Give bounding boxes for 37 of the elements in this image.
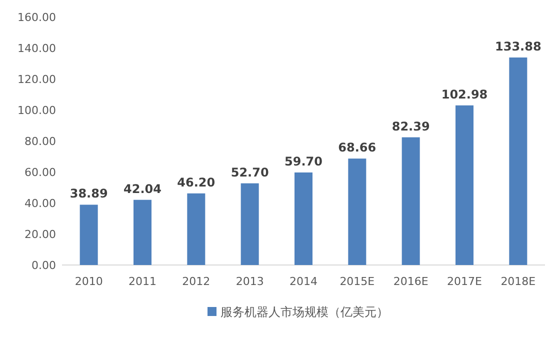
data-label: 38.89 [70, 186, 108, 201]
y-tick-label: 120.00 [18, 73, 56, 86]
data-label: 102.98 [441, 87, 488, 102]
data-label: 133.88 [495, 39, 542, 54]
x-tick-label: 2014 [290, 275, 318, 288]
y-tick-label: 80.00 [24, 135, 56, 148]
bar [80, 204, 98, 265]
bar [187, 193, 206, 265]
y-tick-label: 140.00 [18, 42, 56, 55]
y-tick-label: 20.00 [24, 228, 56, 241]
data-label: 59.70 [284, 154, 322, 168]
y-tick-label: 0.00 [32, 259, 56, 272]
bar [402, 137, 420, 265]
y-tick-label: 40.00 [24, 197, 56, 210]
bar [294, 172, 312, 265]
x-tick-label: 2017E [447, 275, 482, 288]
y-tick-label: 60.00 [24, 166, 56, 179]
x-tick-label: 2015E [340, 275, 375, 288]
data-label: 68.66 [338, 140, 376, 155]
y-tick-label: 100.00 [18, 104, 56, 117]
data-label: 42.04 [124, 182, 162, 196]
x-tick-label: 2013 [236, 275, 264, 288]
data-label: 82.39 [392, 119, 430, 134]
x-tick-label: 2018E [500, 275, 536, 288]
bar [456, 105, 474, 265]
legend: 服务机器人市场规模（亿美元） [208, 305, 388, 319]
x-tick-label: 2012 [182, 275, 210, 288]
x-tick-label: 2010 [74, 275, 103, 288]
x-tick-label: 2011 [128, 275, 156, 288]
bar [509, 57, 528, 265]
data-label: 52.70 [230, 165, 269, 180]
data-label: 46.20 [177, 175, 216, 190]
bar [348, 158, 366, 265]
bar [240, 183, 259, 265]
y-tick-label: 160.00 [18, 11, 56, 24]
bar [134, 200, 152, 265]
x-tick-label: 2016E [393, 275, 428, 288]
